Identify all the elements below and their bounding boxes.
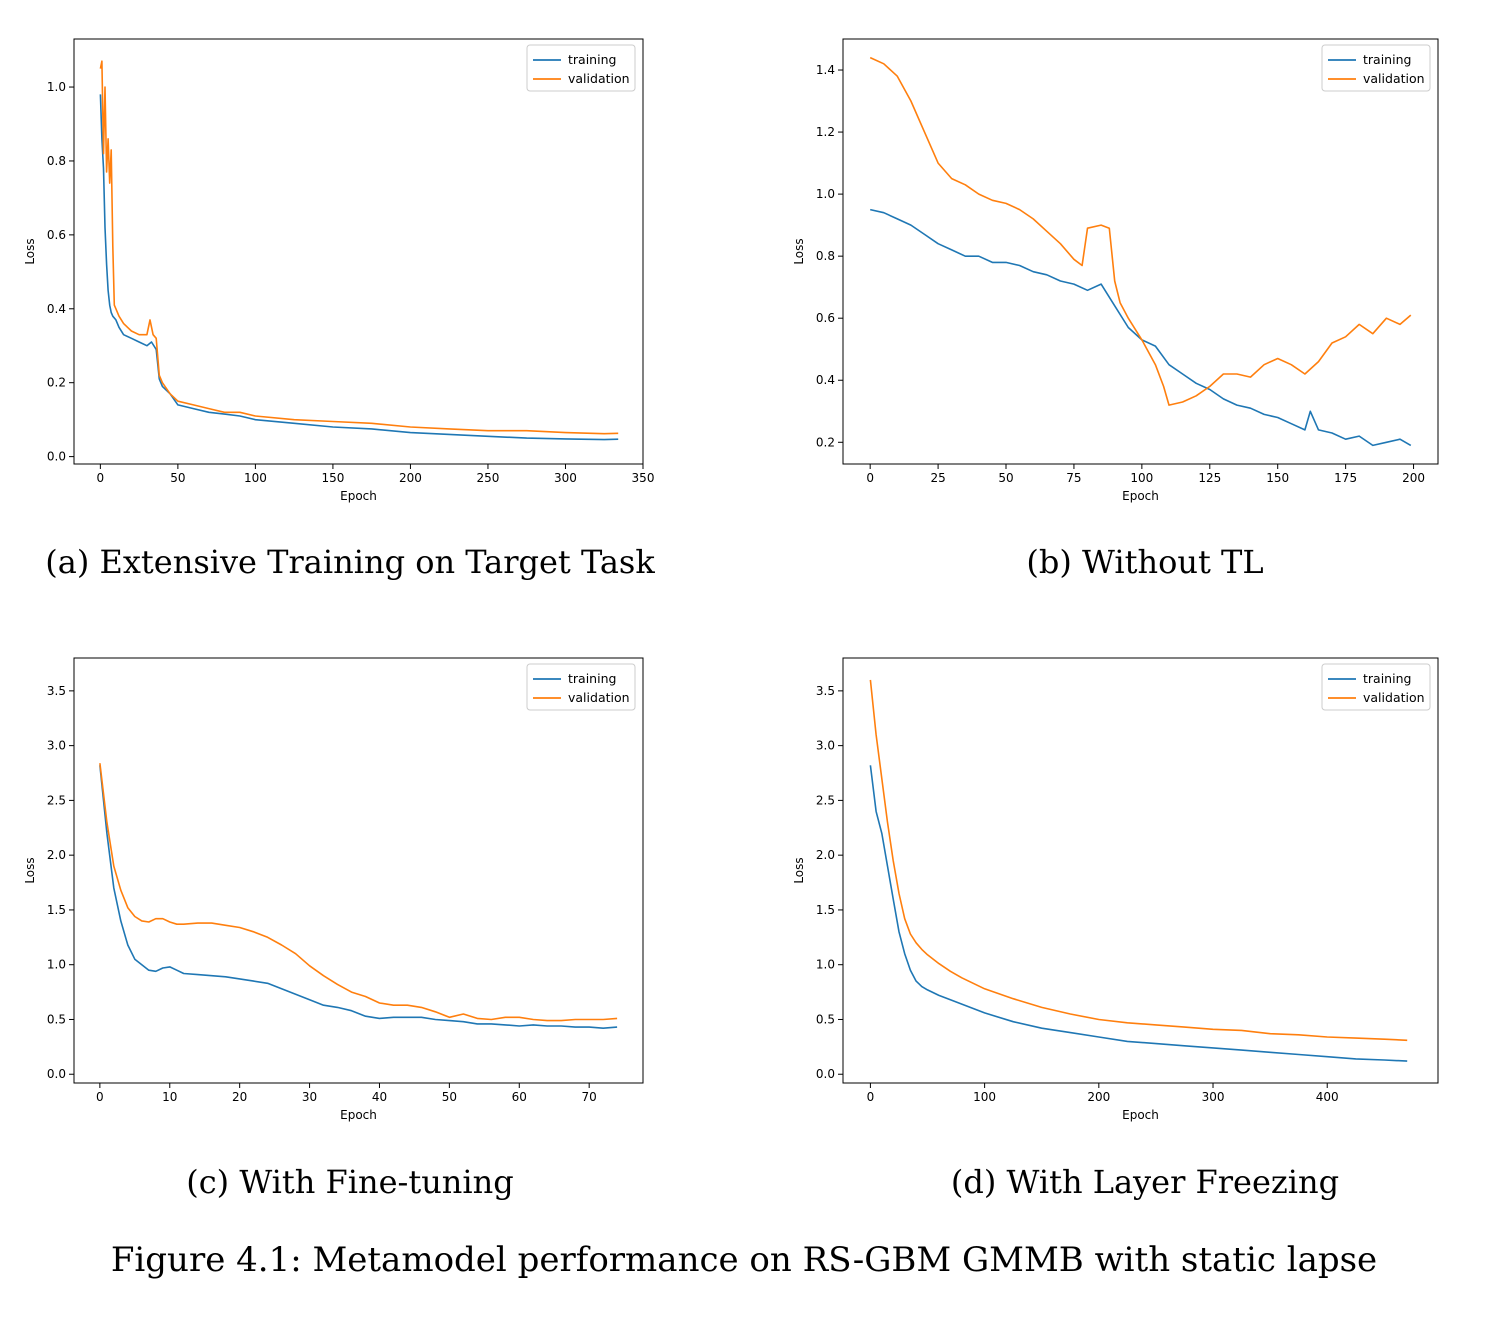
legend-label-training: training — [1363, 52, 1411, 67]
x-tick-label: 10 — [162, 1090, 177, 1104]
x-tick-label: 20 — [232, 1090, 247, 1104]
series-line-training — [870, 208, 1412, 447]
y-tick-label: 3.5 — [47, 684, 66, 698]
series-line-validation — [869, 56, 1412, 406]
x-tick-label: 50 — [442, 1090, 457, 1104]
series-line-validation — [869, 679, 1408, 1042]
y-axis-label: Loss — [23, 238, 37, 264]
x-tick-label: 200 — [1402, 471, 1425, 485]
y-tick-label: 1.5 — [816, 903, 835, 917]
y-tick-label: 1.5 — [47, 903, 66, 917]
x-tick-label: 70 — [582, 1090, 597, 1104]
x-axis-label: Epoch — [340, 1108, 377, 1122]
legend-label-validation: validation — [1363, 690, 1425, 705]
legend-label-training: training — [568, 671, 616, 686]
y-tick-label: 3.0 — [816, 739, 835, 753]
y-tick-label: 1.0 — [47, 958, 66, 972]
caption-d: (d) With Layer Freezing — [950, 1163, 1340, 1201]
y-axis-label: Loss — [792, 238, 806, 264]
x-tick-label: 40 — [372, 1090, 387, 1104]
x-tick-label: 125 — [1198, 471, 1221, 485]
caption-c: (c) With Fine-tuning — [186, 1163, 514, 1201]
x-tick-label: 200 — [399, 471, 422, 485]
series-line-training — [99, 94, 619, 441]
x-tick-label: 100 — [244, 471, 267, 485]
y-axis-label: Loss — [23, 857, 37, 883]
legend-label-training: training — [568, 52, 616, 67]
y-axis-label: Loss — [792, 857, 806, 883]
plot-frame — [842, 38, 1439, 465]
x-tick-label: 0 — [96, 1090, 104, 1104]
y-tick-label: 0.2 — [47, 376, 66, 390]
y-tick-label: 0.2 — [816, 435, 835, 449]
x-tick-label: 350 — [632, 471, 655, 485]
y-tick-label: 3.0 — [47, 739, 66, 753]
x-tick-label: 400 — [1316, 1090, 1339, 1104]
x-axis-label: Epoch — [1122, 1108, 1159, 1122]
x-tick-label: 60 — [512, 1090, 527, 1104]
legend-label-training: training — [1363, 671, 1411, 686]
y-tick-label: 0.0 — [47, 450, 66, 464]
plot-frame — [73, 657, 644, 1084]
x-tick-label: 100 — [973, 1090, 996, 1104]
y-tick-label: 2.5 — [816, 793, 835, 807]
x-tick-label: 250 — [477, 471, 500, 485]
y-tick-label: 1.0 — [816, 187, 835, 201]
y-tick-label: 1.4 — [816, 63, 835, 77]
caption-b: (b) Without TL — [1026, 543, 1264, 581]
x-tick-label: 300 — [554, 471, 577, 485]
y-tick-label: 0.4 — [816, 373, 835, 387]
y-tick-label: 1.2 — [816, 125, 835, 139]
y-tick-label: 1.0 — [47, 80, 66, 94]
y-tick-label: 0.5 — [816, 1012, 835, 1026]
x-tick-label: 200 — [1087, 1090, 1110, 1104]
x-tick-label: 150 — [321, 471, 344, 485]
y-tick-label: 0.0 — [47, 1067, 66, 1081]
y-tick-label: 0.8 — [816, 249, 835, 263]
legend-label-validation: validation — [568, 690, 630, 705]
y-tick-label: 2.0 — [47, 848, 66, 862]
legend-label-validation: validation — [1363, 71, 1425, 86]
x-tick-label: 150 — [1266, 471, 1289, 485]
y-tick-label: 0.6 — [47, 228, 66, 242]
series-line-validation — [99, 763, 618, 1022]
y-tick-label: 1.0 — [816, 958, 835, 972]
y-tick-label: 0.0 — [816, 1067, 835, 1081]
x-tick-label: 30 — [302, 1090, 317, 1104]
x-axis-label: Epoch — [340, 489, 377, 503]
x-tick-label: 50 — [170, 471, 185, 485]
x-tick-label: 0 — [97, 471, 105, 485]
x-tick-label: 0 — [867, 1090, 875, 1104]
x-tick-label: 25 — [930, 471, 945, 485]
series-line-training — [869, 765, 1408, 1062]
caption-a: (a) Extensive Training on Target Task — [45, 543, 655, 581]
y-tick-label: 3.5 — [816, 684, 835, 698]
x-tick-label: 100 — [1130, 471, 1153, 485]
plot-frame — [73, 38, 644, 465]
y-tick-label: 0.4 — [47, 302, 66, 316]
y-tick-label: 0.6 — [816, 311, 835, 325]
x-tick-label: 50 — [998, 471, 1013, 485]
series-line-validation — [99, 60, 619, 435]
y-tick-label: 0.5 — [47, 1012, 66, 1026]
y-tick-label: 2.0 — [816, 848, 835, 862]
x-tick-label: 300 — [1202, 1090, 1225, 1104]
series-line-training — [99, 765, 618, 1029]
y-tick-label: 0.8 — [47, 154, 66, 168]
x-tick-label: 75 — [1066, 471, 1081, 485]
x-tick-label: 0 — [866, 471, 874, 485]
figure-caption: Figure 4.1: Metamodel performance on RS-… — [110, 1240, 1378, 1280]
x-tick-label: 175 — [1334, 471, 1357, 485]
y-tick-label: 2.5 — [47, 793, 66, 807]
x-axis-label: Epoch — [1122, 489, 1159, 503]
plot-frame — [842, 657, 1439, 1084]
legend-label-validation: validation — [568, 71, 630, 86]
